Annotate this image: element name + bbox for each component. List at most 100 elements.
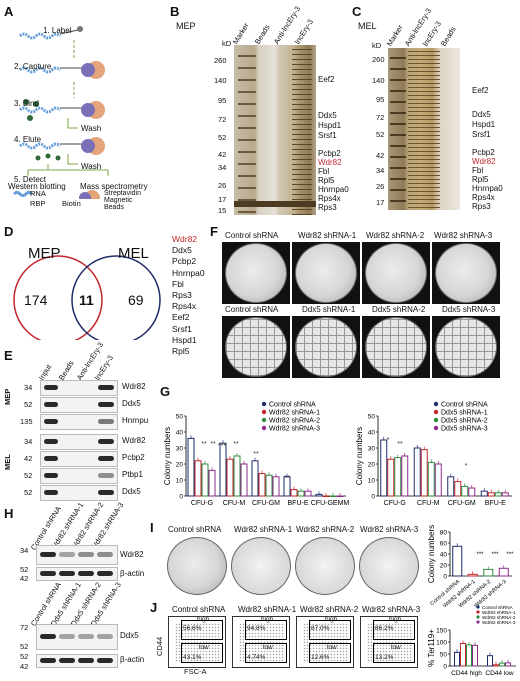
legend-label: Control shRNA xyxy=(482,605,514,610)
panel-label-h: H xyxy=(4,506,14,521)
mw-marker: 72 xyxy=(218,115,227,124)
protein-label: Rpl5 xyxy=(318,176,335,185)
silver-gel-c xyxy=(388,48,460,210)
overlap-protein-list: Wdr82 Ddx5 Pcbp2 Hnrnpa0 Fbl Rps3 Rps4x … xyxy=(172,234,205,357)
legend-marker xyxy=(433,425,439,431)
protein-label: β-actin xyxy=(120,655,145,664)
legend-marker xyxy=(476,620,480,624)
venn-label-mel: MEL xyxy=(118,245,149,262)
bar xyxy=(297,490,305,497)
mw-marker: 260 xyxy=(214,56,227,65)
method-label: Mass spectrometry xyxy=(80,182,148,191)
dish-title: Control shRNA xyxy=(168,525,222,534)
protein-label: Fbl xyxy=(472,166,484,175)
venn-count-mep: 174 xyxy=(24,292,48,308)
bar xyxy=(394,457,402,497)
mw-marker: 52 xyxy=(24,471,33,480)
y-tick-label: 150 xyxy=(436,628,447,635)
method-label: Western blotting xyxy=(8,182,66,191)
significance-mark: *** xyxy=(506,552,514,558)
legend-marker xyxy=(476,610,480,614)
bar xyxy=(272,476,280,497)
bar xyxy=(494,492,502,497)
protein-label: Pcbp2 xyxy=(472,148,495,157)
protein-label: Pcbp2 xyxy=(318,149,341,158)
bar xyxy=(329,495,337,497)
protein-label: Pcbp2 xyxy=(122,453,145,462)
mw-marker: 52 xyxy=(24,488,33,497)
dish-title: Control shRNA xyxy=(225,305,279,314)
legend-marker xyxy=(261,425,267,431)
significance-mark: ** xyxy=(253,451,259,458)
gate-label: low xyxy=(263,644,273,651)
colony-plate xyxy=(222,316,290,378)
dish-title: Ddx5 shRNA-1 xyxy=(302,305,356,314)
protein-label: Eef2 xyxy=(472,86,489,95)
gate-low xyxy=(373,643,415,663)
bar xyxy=(420,449,428,497)
mw-marker: 52 xyxy=(24,400,33,409)
step-label: 4. Elute xyxy=(14,135,42,144)
blot-strip xyxy=(36,654,118,668)
flow-title: Wdr82 shRNA-1 xyxy=(238,605,297,614)
flow-cytometry-plot: high 56.6% low 43.1% xyxy=(168,616,226,668)
flow-cytometry-plot: high 87.0% low 12.6% xyxy=(296,616,354,668)
list-item: Wdr82 xyxy=(172,234,198,244)
mw-marker: 95 xyxy=(376,95,385,104)
significance-mark: ** xyxy=(397,441,403,448)
dish-title: Ddx5 shRNA-2 xyxy=(372,305,426,314)
panel-label-b: B xyxy=(170,4,180,19)
x-tick-label: CFU-M xyxy=(223,500,246,507)
protein-label: Ddx5 xyxy=(472,110,491,119)
y-tick-label: 50 xyxy=(368,414,376,421)
bar xyxy=(460,642,466,667)
blot-strip xyxy=(36,545,118,565)
blot-strip xyxy=(40,451,118,467)
bar xyxy=(401,455,409,497)
protein-label: Fbl xyxy=(318,167,330,176)
panel-label-j: J xyxy=(150,600,158,615)
y-tick-label: 40 xyxy=(440,552,448,559)
gate-high xyxy=(181,620,223,640)
dish-title: Ddx5 shRNA-3 xyxy=(442,305,496,314)
gate-label: high xyxy=(261,616,274,623)
protein-label: Hnrnpu xyxy=(122,416,149,425)
significance-mark: ** xyxy=(201,441,207,448)
blot-strip xyxy=(40,485,118,501)
bar xyxy=(468,487,476,497)
venn-count-overlap: 11 xyxy=(79,292,94,308)
bar-chart-g-wdr82: 0 10 20 30 40 50 Colony numbers CFU-G CFU-M CFU-G… xyxy=(163,402,349,508)
bar xyxy=(505,662,511,667)
colony-plate xyxy=(222,242,290,304)
gate-label: high xyxy=(325,616,338,623)
dish-title: Wdr82 shRNA-2 xyxy=(296,525,355,534)
legend-label: Ddx5 shRNA-1 xyxy=(441,410,488,417)
flow-title: Control shRNA xyxy=(172,605,226,614)
mw-marker: 42 xyxy=(376,151,385,160)
colony-plate xyxy=(432,242,500,304)
significance-mark: *** xyxy=(491,552,499,558)
gate-percent: 94.8% xyxy=(247,625,266,632)
legend-marker xyxy=(261,417,267,423)
dish-title: Wdr82 shRNA-2 xyxy=(366,231,425,240)
significance-mark: ** xyxy=(210,441,216,448)
colony-plate xyxy=(362,242,430,304)
lane-label: Marker xyxy=(230,21,251,46)
bar xyxy=(233,455,241,497)
mw-marker: 26 xyxy=(218,181,227,190)
protein-label: Hspd1 xyxy=(318,121,342,130)
y-tick-label: 100 xyxy=(436,640,447,647)
bar xyxy=(322,495,330,497)
y-axis-label: Colony numbers xyxy=(355,427,364,485)
gate-percent: 87.0% xyxy=(311,625,330,632)
bar xyxy=(290,489,298,497)
step-label: 1. Label xyxy=(43,26,72,35)
colony-plate xyxy=(292,316,360,378)
bar xyxy=(466,644,472,667)
legend-rbp: RBP xyxy=(30,199,46,208)
y-axis-label: % Ter119+ xyxy=(427,629,436,667)
y-axis-label: Colony numbers xyxy=(427,525,436,583)
gate-label: low xyxy=(327,644,337,651)
list-item: Ddx5 xyxy=(172,245,192,256)
